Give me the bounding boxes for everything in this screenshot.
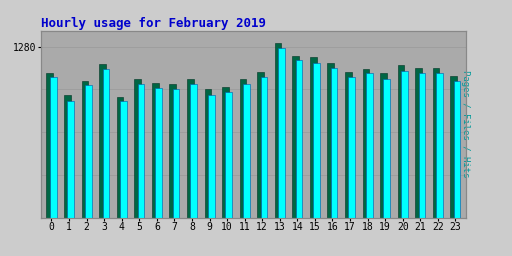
Bar — [190, 84, 197, 218]
Bar — [99, 64, 106, 218]
Bar — [398, 66, 404, 218]
Bar — [380, 73, 387, 218]
Bar — [208, 95, 215, 218]
Bar — [295, 60, 303, 218]
Bar — [204, 89, 211, 218]
Bar — [328, 63, 334, 218]
Bar — [275, 43, 282, 218]
Bar — [451, 76, 457, 218]
Bar — [383, 79, 390, 218]
Bar — [362, 69, 369, 218]
Bar — [120, 101, 127, 218]
Bar — [331, 68, 337, 218]
Bar — [81, 81, 88, 218]
Bar — [345, 72, 352, 218]
Bar — [64, 95, 71, 218]
Y-axis label: Pages / Files / Hits: Pages / Files / Hits — [461, 70, 470, 178]
Bar — [261, 77, 267, 218]
Bar — [436, 73, 443, 218]
Bar — [240, 79, 246, 218]
Bar — [415, 68, 422, 218]
Bar — [85, 86, 92, 218]
Bar — [102, 69, 109, 218]
Bar — [454, 81, 460, 218]
Bar — [366, 73, 373, 218]
Bar — [310, 57, 316, 218]
Bar — [68, 101, 74, 218]
Bar — [50, 77, 56, 218]
Bar — [152, 83, 159, 218]
Bar — [243, 84, 250, 218]
Bar — [278, 48, 285, 218]
Bar — [292, 56, 299, 218]
Bar — [47, 73, 53, 218]
Bar — [222, 87, 229, 218]
Bar — [169, 84, 176, 218]
Bar — [173, 89, 179, 218]
Bar — [348, 77, 355, 218]
Bar — [313, 63, 320, 218]
Bar — [257, 72, 264, 218]
Bar — [134, 79, 141, 218]
Bar — [433, 68, 439, 218]
Bar — [225, 92, 232, 218]
Bar — [401, 71, 408, 218]
Text: Hourly usage for February 2019: Hourly usage for February 2019 — [41, 17, 266, 29]
Bar — [187, 79, 194, 218]
Bar — [117, 98, 123, 218]
Bar — [419, 73, 425, 218]
Bar — [155, 88, 162, 218]
Bar — [138, 84, 144, 218]
